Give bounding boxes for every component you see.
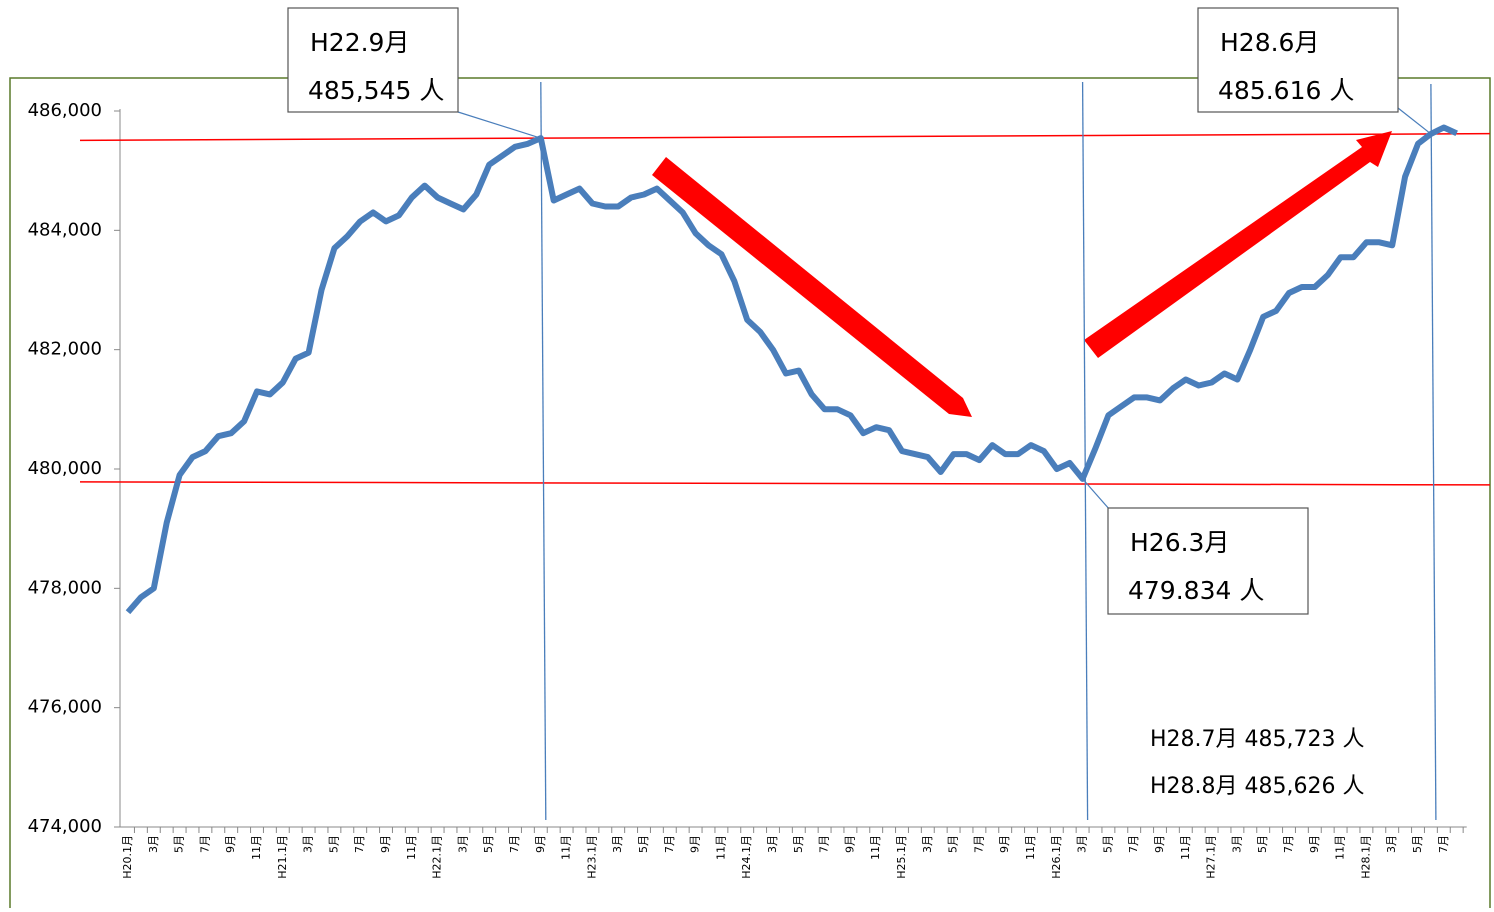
x-tick-label: 11月: [869, 835, 882, 860]
x-tick-label: 3月: [456, 835, 469, 853]
annotation-box: [1197, 7, 1399, 113]
marker-line: [1430, 83, 1437, 821]
note: H28.7月 485,723 人: [1150, 727, 1365, 752]
x-tick-label: 7月: [1127, 835, 1140, 853]
note: H28.8月 485,626 人: [1150, 774, 1365, 799]
data-line: [125, 124, 1458, 615]
annotation-box: [287, 7, 459, 113]
x-tick-label: 3月: [611, 835, 624, 853]
marker-line: [540, 81, 547, 821]
x-tick-label: 7月: [1437, 835, 1450, 853]
reference-line: [79, 132, 1491, 142]
x-tick-label: 7月: [972, 835, 985, 853]
annotation-box: [1107, 507, 1309, 615]
x-tick-label: 7月: [198, 835, 211, 853]
plot: 474,000 476,000 478,000 480,000 482,000 484,0…: [28, 7, 1491, 879]
x-tick-label: 11月: [560, 835, 573, 860]
x-tick-label: 9月: [1308, 835, 1321, 853]
x-tick-label: 5月: [1101, 835, 1114, 853]
x-tick-label: H26.1月: [1050, 835, 1063, 879]
x-tick-label: 7月: [818, 835, 831, 853]
x-tick-label: 9月: [224, 835, 237, 853]
x-tick-label: 9月: [998, 835, 1011, 853]
x-tick-label: 3月: [1230, 835, 1243, 853]
x-tick-label: 7月: [508, 835, 521, 853]
annotation-text: 485,545 人: [308, 76, 444, 105]
annotation-label: H28.6月: [1220, 28, 1319, 57]
x-tick-label: 5月: [327, 835, 340, 853]
x-tick-label: H27.1月: [1205, 835, 1218, 879]
x-tick-label: 11月: [1179, 835, 1192, 860]
x-tick-label: 3月: [921, 835, 934, 853]
y-tick-label: 478,000: [28, 577, 102, 598]
x-tick-label: 5月: [173, 835, 186, 853]
x-tick-label: H20.1月: [121, 835, 134, 879]
x-tick-label: 7月: [663, 835, 676, 853]
leader-line: [1082, 478, 1111, 511]
x-tick-label: 11月: [1024, 835, 1037, 860]
leader-line: [457, 111, 541, 139]
x-tick-label: H24.1月: [740, 835, 753, 879]
x-tick-label: 3月: [766, 835, 779, 853]
x-tick-label: 7月: [1282, 835, 1295, 853]
annotation-label: H26.3月: [1130, 528, 1229, 557]
x-tick-label: 5月: [1256, 835, 1269, 853]
leader-line: [1397, 107, 1432, 135]
x-tick-label: 9月: [379, 835, 392, 853]
x-tick-label: 11月: [250, 835, 263, 860]
x-tick-label: 11月: [1334, 835, 1347, 860]
x-tick-label: 5月: [482, 835, 495, 853]
y-tick-label: 486,000: [28, 100, 102, 121]
x-tick-label: 7月: [353, 835, 366, 853]
x-tick-label: 9月: [534, 835, 547, 853]
y-tick-label: 474,000: [28, 816, 102, 837]
x-tick-label: 9月: [689, 835, 702, 853]
annotation-label: H22.9月: [310, 28, 409, 57]
x-tick-label: 11月: [405, 835, 418, 860]
x-tick-label: 3月: [147, 835, 160, 853]
y-tick-label: 480,000: [28, 458, 102, 479]
x-tick-label: 3月: [1385, 835, 1398, 853]
x-tick-label: H22.1月: [431, 835, 444, 879]
annotation-text: 479.834 人: [1128, 576, 1264, 605]
plot-frame: [9, 77, 1491, 908]
x-tick-label: H25.1月: [895, 835, 908, 879]
up-arrow: [1084, 131, 1392, 358]
y-tick-label: 482,000: [28, 339, 102, 360]
annotation-text: 485.616 人: [1218, 76, 1354, 105]
down-arrow: [652, 157, 972, 417]
x-tick-label: 5月: [947, 835, 960, 853]
x-tick-label: 9月: [843, 835, 856, 853]
x-tick-label: 5月: [792, 835, 805, 853]
x-tick-label: 5月: [1411, 835, 1424, 853]
y-tick-label: 484,000: [28, 219, 102, 240]
y-tick-label: 476,000: [28, 697, 102, 718]
x-tick-label: 11月: [714, 835, 727, 860]
x-tick-label: H23.1月: [585, 835, 598, 879]
x-tick-label: 3月: [1076, 835, 1089, 853]
x-tick-label: H21.1月: [276, 835, 289, 879]
x-tick-label: H28.1月: [1359, 835, 1372, 879]
reference-line: [79, 481, 1491, 486]
x-tick-label: 3月: [302, 835, 315, 853]
x-tick-label: 9月: [1153, 835, 1166, 853]
x-tick-label: 5月: [637, 835, 650, 853]
marker-line: [1081, 81, 1089, 821]
